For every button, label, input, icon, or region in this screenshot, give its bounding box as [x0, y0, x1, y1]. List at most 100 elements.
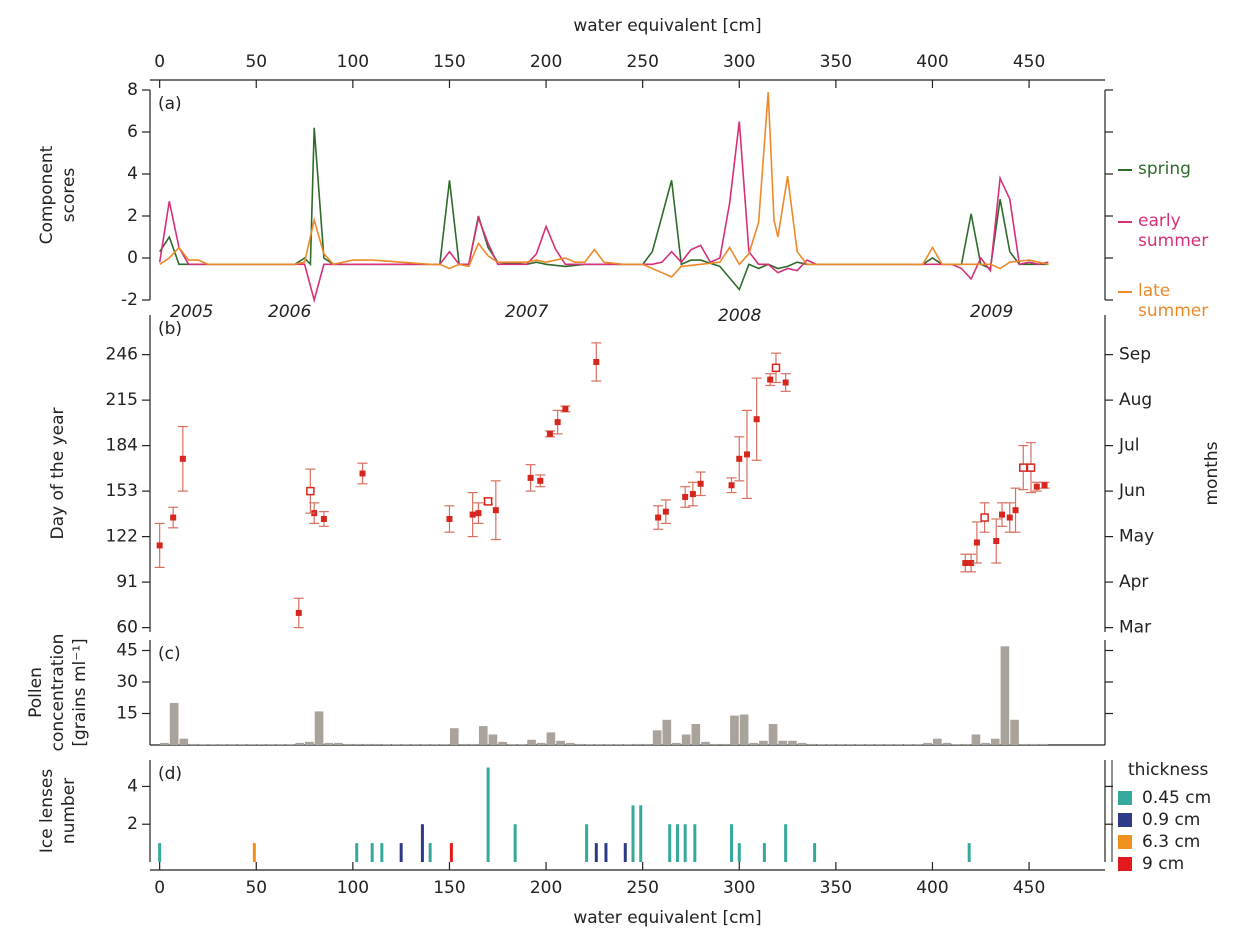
ice-lens-bar [449, 843, 453, 862]
x-tick-label: 200 [530, 878, 562, 898]
y-axis-label-line: Ice lenses [37, 769, 57, 853]
x-tick-label: 300 [723, 52, 755, 72]
point [1006, 514, 1013, 521]
x-tick-label: 450 [1013, 52, 1045, 72]
y-axis-label-line: Pollen [26, 667, 46, 718]
bar [643, 743, 652, 745]
bar [807, 743, 817, 745]
bar [392, 744, 401, 745]
y-tick-label: -2 [121, 290, 138, 310]
y-tick-label: 246 [106, 345, 138, 365]
point [156, 542, 163, 549]
point [767, 376, 774, 383]
point [359, 470, 366, 477]
point [1019, 463, 1028, 472]
legend-label: early summer [1138, 211, 1209, 251]
bar [768, 724, 778, 745]
year-annotation: 2008 [718, 306, 761, 326]
x-tick-label: 50 [245, 52, 267, 72]
x-tick-label: 200 [530, 52, 562, 72]
series-line [158, 121, 1049, 304]
y-tick-label: 8 [127, 80, 138, 100]
point [655, 514, 662, 521]
panel-label: (a) [158, 94, 182, 114]
ice-lens-bar [399, 843, 403, 862]
y-axis-label: Ice lenses number [37, 769, 79, 853]
legend-label: 0.9 cm [1142, 810, 1200, 830]
bar [778, 740, 788, 745]
ice-lens-bar [631, 805, 635, 862]
bar [942, 742, 952, 745]
bar [1010, 719, 1019, 745]
bar [169, 703, 179, 745]
x-tick-label: 350 [820, 878, 852, 898]
y2-tick-label: May [1119, 527, 1154, 547]
y-tick-label: 184 [106, 436, 138, 456]
bar [691, 724, 701, 745]
point [475, 510, 482, 517]
bar [623, 744, 633, 745]
point [980, 513, 989, 522]
y-tick-label: 15 [116, 704, 138, 724]
bar [488, 734, 498, 745]
bar [701, 741, 710, 745]
bar [884, 744, 894, 745]
bar [952, 744, 961, 745]
point [554, 419, 561, 426]
y-tick-label: 215 [106, 390, 138, 410]
bar [1039, 743, 1048, 745]
bar [730, 715, 739, 745]
point [320, 515, 327, 522]
y-tick-label: 4 [127, 776, 138, 796]
point [170, 514, 177, 521]
point [1041, 482, 1048, 489]
bar [227, 744, 237, 745]
panel-label: (d) [158, 764, 182, 784]
point [962, 560, 969, 567]
ice-lens-bar [486, 767, 490, 862]
bar [749, 742, 759, 745]
point [662, 508, 669, 515]
x-tick-label: 100 [337, 52, 369, 72]
bar [594, 744, 604, 745]
x-tick-label: 150 [433, 878, 465, 898]
bar [189, 743, 198, 745]
y-tick-label: 122 [106, 527, 138, 547]
x-tick-label: 0 [154, 878, 165, 898]
x-tick-label: 0 [154, 52, 165, 72]
bar [459, 743, 469, 745]
bar [788, 740, 797, 745]
y2-tick-label: Jul [1118, 436, 1140, 456]
legend-label: 0.45 cm [1142, 788, 1211, 808]
ice-lens-bar [585, 824, 589, 862]
x-tick-label: 50 [245, 878, 267, 898]
x-tick-label: 150 [433, 52, 465, 72]
bar [913, 744, 923, 745]
ice-lens-bar [604, 843, 608, 862]
year-annotation: 2007 [505, 302, 548, 322]
legend-swatch [1118, 857, 1132, 871]
y-tick-label: 45 [116, 641, 138, 661]
y2-axis-label: months [1202, 441, 1222, 505]
bar [662, 719, 672, 745]
ice-lens-bar [594, 843, 598, 862]
y2-tick-label: Sep [1119, 345, 1151, 365]
bar [382, 744, 392, 745]
y-tick-label: 153 [106, 481, 138, 501]
bar [826, 744, 836, 745]
point [682, 493, 689, 500]
y-axis-label: Component scores [37, 145, 79, 244]
bar [710, 743, 720, 745]
bar [478, 726, 488, 745]
bar [961, 743, 971, 745]
ice-lens-bar [639, 805, 643, 862]
legend-swatch [1118, 813, 1132, 827]
point [1026, 463, 1036, 472]
ice-lens-bar [370, 843, 374, 862]
y-axis-label-line: [grains ml⁻¹] [70, 638, 90, 746]
ice-lens-bar [784, 824, 788, 862]
point [771, 363, 781, 373]
y-tick-label: 60 [116, 618, 138, 638]
legend-label: 9 cm [1142, 854, 1184, 874]
